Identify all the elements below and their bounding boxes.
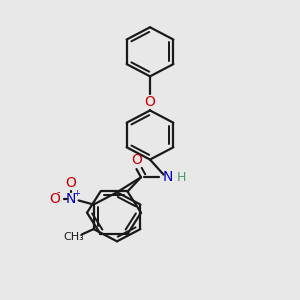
Text: H: H bbox=[177, 171, 186, 184]
Text: N: N bbox=[163, 170, 173, 184]
Text: O: O bbox=[145, 95, 155, 109]
Text: +: + bbox=[74, 189, 80, 198]
Text: -: - bbox=[57, 187, 60, 197]
Text: N: N bbox=[66, 192, 76, 206]
Text: O: O bbox=[49, 192, 60, 206]
Text: O: O bbox=[66, 176, 76, 190]
Text: O: O bbox=[131, 152, 142, 167]
Text: CH₃: CH₃ bbox=[64, 232, 85, 242]
